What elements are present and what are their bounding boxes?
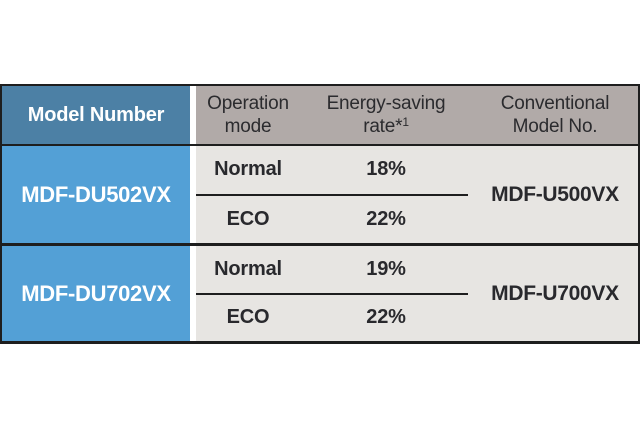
group-gray-band: Normal 18% ECO 22% MDF-U500VX	[196, 146, 638, 243]
table-row-group-du702vx: MDF-DU702VX Normal 19% ECO 22% MDF-U700V…	[2, 243, 638, 341]
rate-cell: 18%	[366, 158, 406, 181]
table-subrow-eco: ECO 22%	[196, 295, 472, 342]
column-gap	[190, 86, 196, 144]
rate-cell: 22%	[366, 306, 406, 329]
operation-mode-header-line2: mode	[224, 116, 272, 137]
mode-cell: Normal	[214, 158, 282, 181]
conventional-model-cell: MDF-U500VX	[491, 182, 619, 206]
operation-mode-header-cell: Operation mode	[196, 86, 300, 144]
model-label: MDF-DU502VX	[21, 181, 171, 207]
mode-cell: Normal	[214, 257, 282, 280]
column-gap	[190, 246, 196, 341]
spec-table: Model Number Operation mode Energy-savin…	[0, 84, 640, 344]
footnote-marker: 1	[402, 115, 409, 129]
column-gap	[190, 146, 196, 243]
table-subrow-eco: ECO 22%	[196, 196, 472, 244]
model-cell: MDF-DU702VX	[2, 246, 190, 341]
energy-saving-header-line1: Energy-saving	[326, 93, 446, 114]
mode-rate-column: Normal 19% ECO 22%	[196, 246, 472, 341]
conventional-header-line1: Conventional	[500, 93, 610, 114]
conventional-model-header-cell: Conventional Model No.	[472, 86, 638, 144]
mode-cell: ECO	[226, 306, 270, 329]
table-subrow-normal: Normal 18%	[196, 146, 472, 194]
energy-saving-header-line2: rate*1	[363, 115, 409, 137]
mode-rate-column: Normal 18% ECO 22%	[196, 146, 472, 243]
model-label: MDF-DU702VX	[21, 280, 171, 306]
subrow-divider	[196, 193, 468, 196]
model-number-header-cell: Model Number	[2, 86, 190, 144]
subrow-divider	[196, 292, 468, 295]
conventional-header-line2: Model No.	[512, 116, 598, 137]
rate-cell: 19%	[366, 257, 406, 280]
energy-saving-rate-header-cell: Energy-saving rate*1	[300, 86, 472, 144]
header-gray-band: Operation mode Energy-saving rate*1 Conv…	[196, 86, 638, 144]
model-number-header-label: Model Number	[27, 103, 165, 126]
model-cell: MDF-DU502VX	[2, 146, 190, 243]
table-subrow-normal: Normal 19%	[196, 246, 472, 293]
mode-cell: ECO	[226, 207, 270, 230]
group-gray-band: Normal 19% ECO 22% MDF-U700VX	[196, 246, 638, 341]
rate-cell: 22%	[366, 207, 406, 230]
header-row: Model Number Operation mode Energy-savin…	[2, 86, 638, 144]
operation-mode-header-line1: Operation	[207, 93, 289, 114]
conventional-model-cell: MDF-U700VX	[491, 281, 619, 305]
table-row-group-du502vx: MDF-DU502VX Normal 18% ECO 22% MDF-U500V…	[2, 144, 638, 243]
